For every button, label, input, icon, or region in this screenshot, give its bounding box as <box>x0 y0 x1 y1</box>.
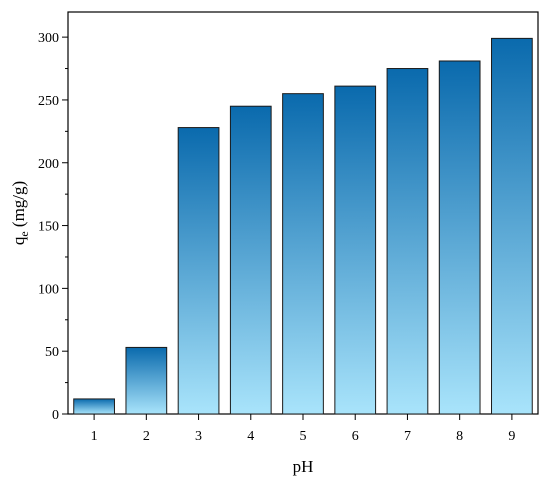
bar-7 <box>386 68 429 415</box>
x-tick-label: 2 <box>143 429 150 444</box>
y-axis-title-unit: (mg/g) <box>9 181 28 232</box>
y-tick-label: 150 <box>38 220 59 235</box>
bar-6 <box>334 85 377 415</box>
bar-5 <box>282 93 324 415</box>
x-tick-label: 4 <box>247 429 254 444</box>
bars <box>73 37 533 415</box>
y-tick-label: 300 <box>38 31 59 46</box>
y-tick-label: 100 <box>38 282 59 297</box>
x-tick-label: 5 <box>300 429 307 444</box>
x-tick-label: 1 <box>91 429 98 444</box>
bar-9 <box>491 37 533 415</box>
y-axis-title-subscript: e <box>17 231 31 236</box>
bar-3 <box>177 127 220 415</box>
y-axis: 0 50 100 150 200 250 300 <box>38 31 68 423</box>
x-axis-title: pH <box>293 457 314 476</box>
x-tick-label: 9 <box>508 429 515 444</box>
x-axis: 1 2 3 4 5 6 7 8 9 <box>91 414 515 444</box>
y-axis-title: qe (mg/g) <box>9 181 31 245</box>
y-tick-label: 250 <box>38 94 59 109</box>
bar-2 <box>125 346 168 415</box>
y-axis-title-main: q <box>9 236 28 245</box>
y-tick-label: 0 <box>52 408 59 423</box>
y-tick-label: 200 <box>38 157 59 172</box>
bar-4 <box>229 105 272 415</box>
x-tick-label: 8 <box>456 429 463 444</box>
x-tick-label: 6 <box>352 429 359 444</box>
x-tick-label: 7 <box>404 429 411 444</box>
bar-1 <box>73 398 115 415</box>
x-tick-label: 3 <box>195 429 202 444</box>
bar-8 <box>438 60 481 415</box>
y-tick-label: 50 <box>45 345 59 360</box>
